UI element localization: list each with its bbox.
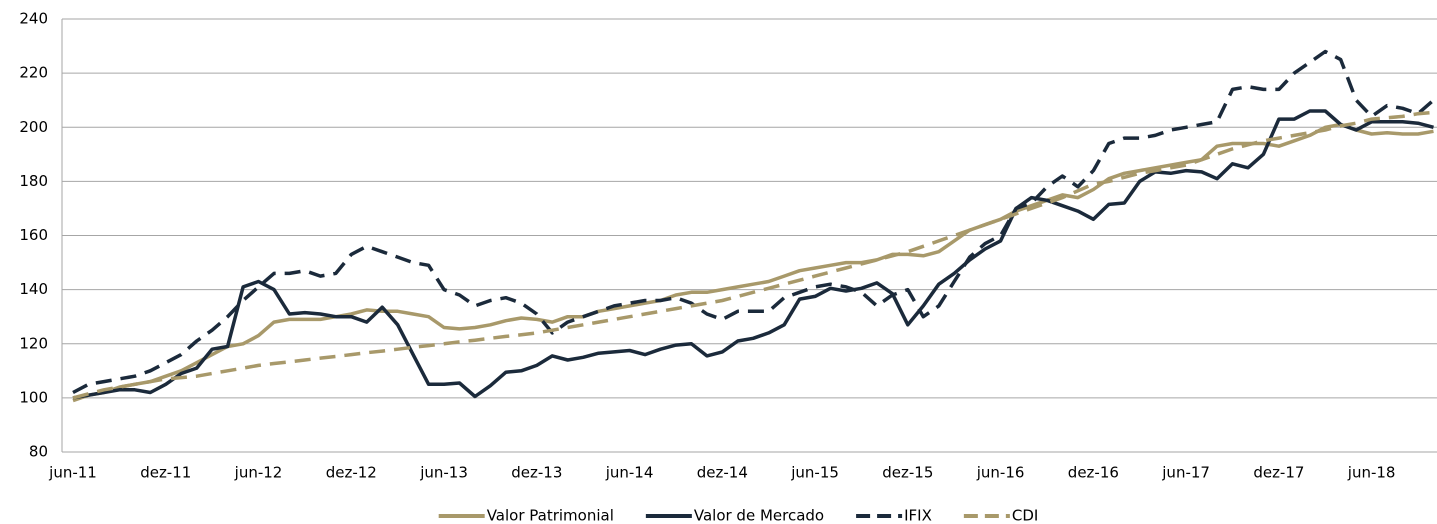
y-tick-label: 180: [19, 172, 48, 190]
y-tick-label: 160: [19, 226, 48, 244]
y-tick-label: 100: [19, 388, 48, 406]
legend-label: Valor Patrimonial: [487, 507, 614, 524]
y-tick-label: 240: [19, 10, 48, 28]
series-line: [72, 109, 1434, 400]
legend-label: Valor de Mercado: [694, 507, 824, 524]
x-tick-label: jun-15: [790, 464, 839, 482]
y-tick-label: 200: [19, 118, 48, 136]
x-tick-label: jun-18: [1347, 464, 1396, 482]
x-tick-label: jun-13: [419, 464, 468, 482]
x-tick-label: jun-17: [1161, 464, 1210, 482]
y-tick-label: 140: [19, 280, 48, 298]
series-line: [72, 49, 1435, 395]
y-tick-label: 80: [29, 443, 48, 461]
legend-label: IFIX: [904, 507, 932, 524]
x-tick-label: jun-14: [605, 464, 654, 482]
x-tick-label: dez-17: [1253, 464, 1304, 482]
x-tick-label: jun-16: [976, 464, 1025, 482]
x-tick-label: dez-15: [882, 464, 933, 482]
legend-label: CDI: [1012, 507, 1038, 524]
series-line: [72, 110, 1434, 400]
y-tick-label: 120: [19, 334, 48, 352]
y-tick-label: 220: [19, 64, 48, 82]
x-tick-label: dez-16: [1068, 464, 1119, 482]
x-tick-label: dez-13: [511, 464, 562, 482]
series-line: [72, 122, 1434, 403]
x-tick-label: jun-11: [48, 464, 97, 482]
x-tick-label: dez-11: [140, 464, 191, 482]
x-tick-label: dez-12: [326, 464, 377, 482]
x-tick-label: dez-14: [697, 464, 748, 482]
x-tick-label: jun-12: [234, 464, 283, 482]
